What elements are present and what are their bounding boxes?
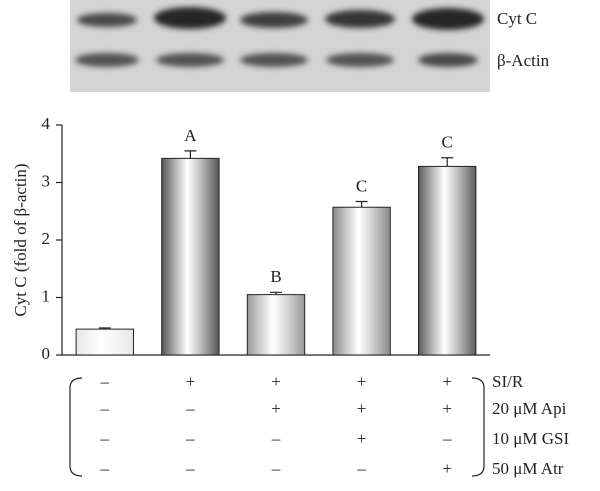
treatment-sign: – (185, 429, 195, 448)
band (418, 53, 478, 67)
band (75, 53, 139, 67)
treatment-label: 50 μM Atr (492, 459, 564, 478)
treatment-sign: + (271, 399, 281, 418)
bar (75, 328, 134, 356)
band (77, 13, 137, 27)
band (154, 7, 226, 29)
bracket (69, 377, 485, 477)
bar (161, 157, 220, 356)
error-bar (441, 157, 454, 167)
y-tick-label: 1 (42, 286, 51, 305)
treatment-sign: – (271, 459, 281, 478)
treatment-sign: – (442, 429, 452, 448)
y-tick-label: 4 (42, 114, 51, 133)
treatment-label: 10 μM GSI (492, 429, 569, 448)
treatment-sign: – (100, 372, 110, 391)
treatment-sign: + (357, 399, 367, 418)
band (240, 12, 308, 28)
treatment-sign: + (442, 459, 452, 478)
y-axis-label: Cyt C (fold of β-actin) (11, 163, 30, 316)
y-tick-label: 2 (42, 229, 51, 248)
treatment-label: 20 μM Api (492, 399, 567, 418)
treatment-sign: – (185, 459, 195, 478)
band (325, 10, 395, 28)
treatment-sign: – (100, 429, 110, 448)
error-bar (270, 291, 282, 295)
significance-letter: B (270, 267, 281, 286)
significance-letter: C (442, 133, 453, 152)
significance-letter: C (356, 176, 367, 195)
error-bar (184, 150, 197, 159)
treatment-sign: – (100, 459, 110, 478)
blot-label: β-Actin (497, 51, 550, 70)
band (326, 53, 394, 67)
treatment-sign: + (357, 372, 367, 391)
treatment-label: SI/R (492, 372, 524, 391)
error-bar (98, 327, 111, 330)
band (240, 53, 308, 67)
y-tick-label: 0 (42, 344, 51, 363)
bar (332, 206, 391, 356)
y-tick-label: 3 (42, 171, 51, 190)
band (156, 53, 224, 67)
error-bar (355, 200, 368, 208)
treatment-sign: + (357, 429, 367, 448)
significance-letter: A (184, 126, 197, 145)
treatment-sign: + (186, 372, 196, 391)
treatment-sign: + (442, 399, 452, 418)
treatment-sign: + (271, 372, 281, 391)
blot-label: Cyt C (497, 9, 537, 28)
treatment-sign: – (271, 429, 281, 448)
treatment-sign: + (442, 372, 452, 391)
bar (418, 165, 477, 356)
band (412, 8, 484, 30)
treatment-sign: – (100, 399, 110, 418)
treatment-sign: – (356, 459, 366, 478)
bar (246, 294, 306, 356)
treatment-sign: – (185, 399, 195, 418)
western-blot: Cyt C β-Actin (70, 0, 550, 92)
